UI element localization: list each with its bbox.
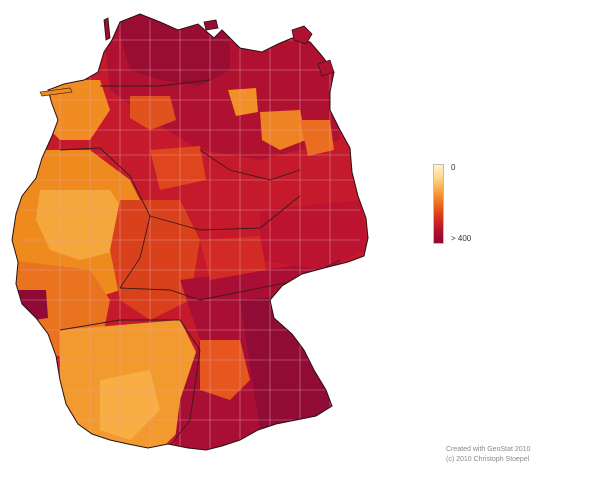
legend-min-label: 0 <box>451 163 456 172</box>
legend-max-label: > 400 <box>451 234 472 243</box>
island-ruegen <box>291 25 313 45</box>
region-saxony <box>260 200 368 270</box>
region-uckermark <box>300 120 334 156</box>
island-fehmarn <box>203 19 219 31</box>
island-usedom <box>317 59 335 77</box>
region-hamburg-area <box>130 96 176 130</box>
region-bavaria-orange <box>200 340 250 400</box>
region-lower-saxony-1 <box>150 146 206 190</box>
credit-line-1: Created with GeoStat 2010 <box>446 446 531 453</box>
region-northwest <box>40 80 110 140</box>
credit-line-2: (c) 2010 Christoph Stoepel <box>446 456 530 463</box>
region-mv-orange <box>228 88 258 116</box>
region-thuringia <box>200 236 266 280</box>
region-nrw-inner <box>36 190 130 260</box>
legend-color-bar <box>433 164 444 244</box>
region-hesse <box>110 200 200 320</box>
island-sylt <box>103 17 111 41</box>
germany-outline <box>11 13 369 451</box>
island-frisian <box>39 87 73 97</box>
region-bw-light <box>100 370 160 440</box>
